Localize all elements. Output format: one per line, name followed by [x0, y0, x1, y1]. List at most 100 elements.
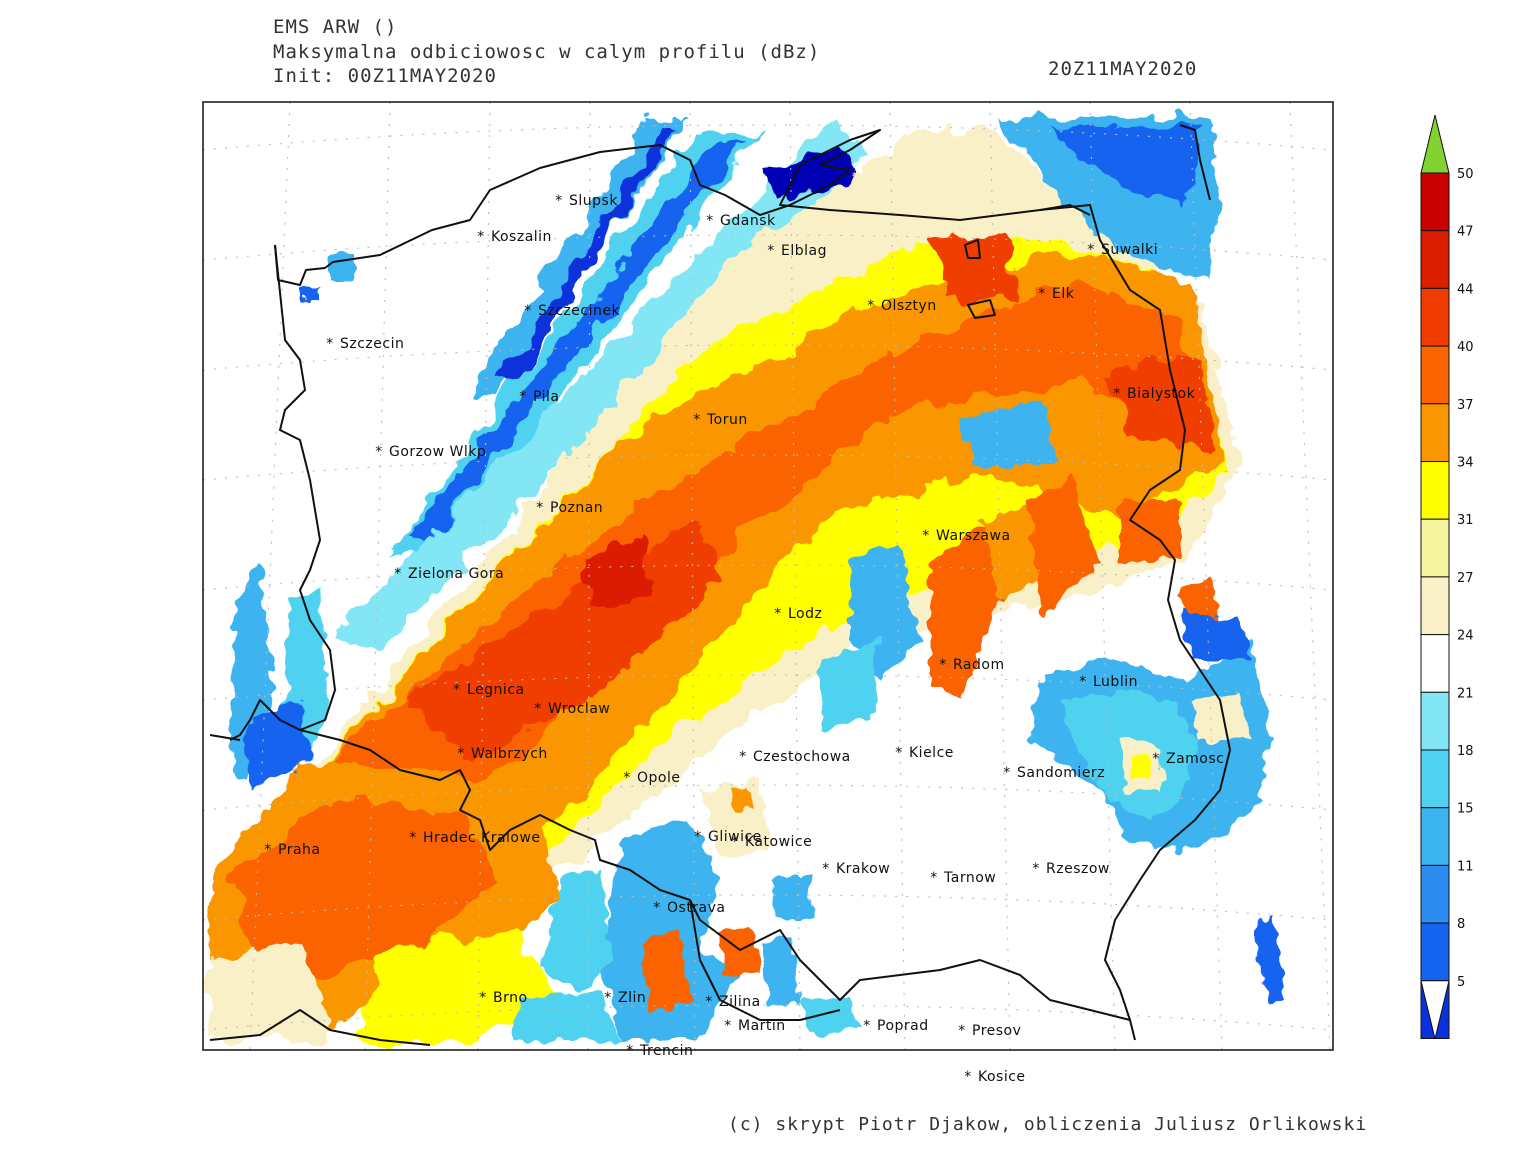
scale-tick-label: 11 [1457, 859, 1474, 874]
city-marker-icon: * [1032, 861, 1040, 877]
product-title: Maksymalna odbiciowosc w calym profilu (… [273, 41, 821, 63]
city-label: Kielce [909, 745, 954, 761]
model-title: EMS ARW () [273, 16, 398, 38]
city-marker-icon: * [863, 1018, 871, 1034]
city-marker-icon: * [623, 770, 631, 786]
city-label: Zamosc [1166, 751, 1224, 767]
scale-tick-label: 8 [1457, 917, 1465, 932]
scale-tick-label: 50 [1457, 167, 1474, 182]
city-label: Pila [533, 389, 560, 405]
city-marker-icon: * [706, 213, 714, 229]
city-marker-icon: * [479, 990, 487, 1006]
city-marker-icon: * [409, 830, 417, 846]
city-label: Presov [972, 1023, 1021, 1039]
city-markers: * Slupsk * Koszalin * Gdansk * Elblag * Suwalki * S… [264, 193, 1224, 1085]
scale-bin [1420, 518, 1450, 578]
city-label: Tarnow [943, 870, 996, 886]
city-label: Walbrzych [471, 746, 548, 762]
scale-bin [1420, 864, 1450, 924]
city-marker-icon: * [524, 303, 532, 319]
scale-tick-label: 27 [1457, 571, 1474, 586]
city-label: Elblag [781, 243, 827, 259]
city-marker-icon: * [519, 389, 527, 405]
city-label: Brno [493, 990, 528, 1006]
scale-bin [1420, 345, 1450, 405]
scale-tick-label: 40 [1457, 340, 1474, 355]
city-label: Bialystok [1127, 386, 1196, 402]
city-label: Ostrava [667, 900, 726, 916]
city-marker-icon: * [1038, 286, 1046, 302]
city-marker-icon: * [453, 682, 461, 698]
city-label: Poprad [877, 1018, 929, 1034]
city-marker-icon: * [375, 444, 383, 460]
city-marker-icon: * [555, 193, 563, 209]
scale-bin [1420, 172, 1450, 232]
city-marker-icon: * [534, 701, 542, 717]
city-label: Zilina [719, 994, 761, 1010]
city-marker-icon: * [822, 861, 830, 877]
scale-bin [1420, 749, 1450, 809]
city-marker-icon: * [724, 1018, 732, 1034]
city-marker-icon: * [895, 745, 903, 761]
city-marker-icon: * [939, 657, 947, 673]
city-label: Suwalki [1101, 242, 1158, 258]
scale-bin [1420, 634, 1450, 693]
scale-bin [1420, 807, 1450, 866]
scale-bin [1420, 461, 1450, 520]
city-label: Koszalin [491, 229, 552, 245]
scale-tick-label: 31 [1457, 513, 1474, 528]
scale-tick-label: 37 [1457, 398, 1474, 413]
city-marker-icon: * [653, 900, 661, 916]
city-marker-icon: * [626, 1043, 634, 1059]
map-frame [202, 101, 1334, 1051]
city-label: Warszawa [936, 528, 1011, 544]
city-label: Opole [637, 770, 680, 786]
city-label: Elk [1052, 286, 1075, 302]
city-label: Lublin [1093, 674, 1138, 690]
init-time: Init: 00Z11MAY2020 [273, 65, 497, 87]
city-label: Radom [953, 657, 1005, 673]
city-marker-icon: * [867, 298, 875, 314]
city-marker-icon: * [394, 566, 402, 582]
city-label: Olsztyn [881, 298, 937, 314]
city-marker-icon: * [536, 500, 544, 516]
scale-bin [1420, 287, 1450, 347]
color-scale: 50 47 44 40 37 34 31 27 24 21 18 15 11 8 5 [1420, 114, 1474, 1039]
city-label: Slupsk [569, 193, 618, 209]
city-marker-icon: * [1113, 386, 1121, 402]
valid-time: 20Z11MAY2020 [1048, 58, 1198, 80]
city-marker-icon: * [264, 842, 272, 858]
city-label: Zlin [618, 990, 646, 1006]
city-marker-icon: * [930, 870, 938, 886]
city-marker-icon: * [958, 1023, 966, 1039]
scale-bin [1420, 230, 1450, 289]
city-label: Gliwice [708, 829, 762, 845]
city-label: Czestochowa [753, 749, 851, 765]
city-marker-icon: * [1087, 242, 1095, 258]
city-marker-icon: * [326, 336, 334, 352]
city-label: Praha [278, 842, 320, 858]
city-marker-icon: * [731, 834, 739, 850]
city-label: Lodz [788, 606, 822, 622]
country-borders [209, 124, 1231, 1046]
city-label: Poznan [550, 500, 603, 516]
city-label: Legnica [467, 682, 525, 698]
city-label: Hradec Kralowe [423, 830, 541, 846]
city-marker-icon: * [767, 243, 775, 259]
scale-over-triangle [1420, 114, 1450, 174]
city-label: Wroclaw [548, 701, 610, 717]
lat-lon-grid [203, 102, 1333, 1050]
scale-bin [1420, 403, 1450, 462]
city-marker-icon: * [774, 606, 782, 622]
city-label: Sandomierz [1017, 765, 1105, 781]
city-label: Krakow [836, 861, 890, 877]
city-marker-icon: * [739, 749, 747, 765]
city-marker-icon: * [477, 229, 485, 245]
scale-bin [1420, 576, 1450, 636]
city-label: Gorzow Wlkp [389, 444, 486, 460]
city-label: Martin [738, 1018, 786, 1034]
scale-tick-label: 18 [1457, 744, 1474, 759]
city-label: Katowice [745, 834, 812, 850]
scale-tick-label: 44 [1457, 282, 1474, 297]
